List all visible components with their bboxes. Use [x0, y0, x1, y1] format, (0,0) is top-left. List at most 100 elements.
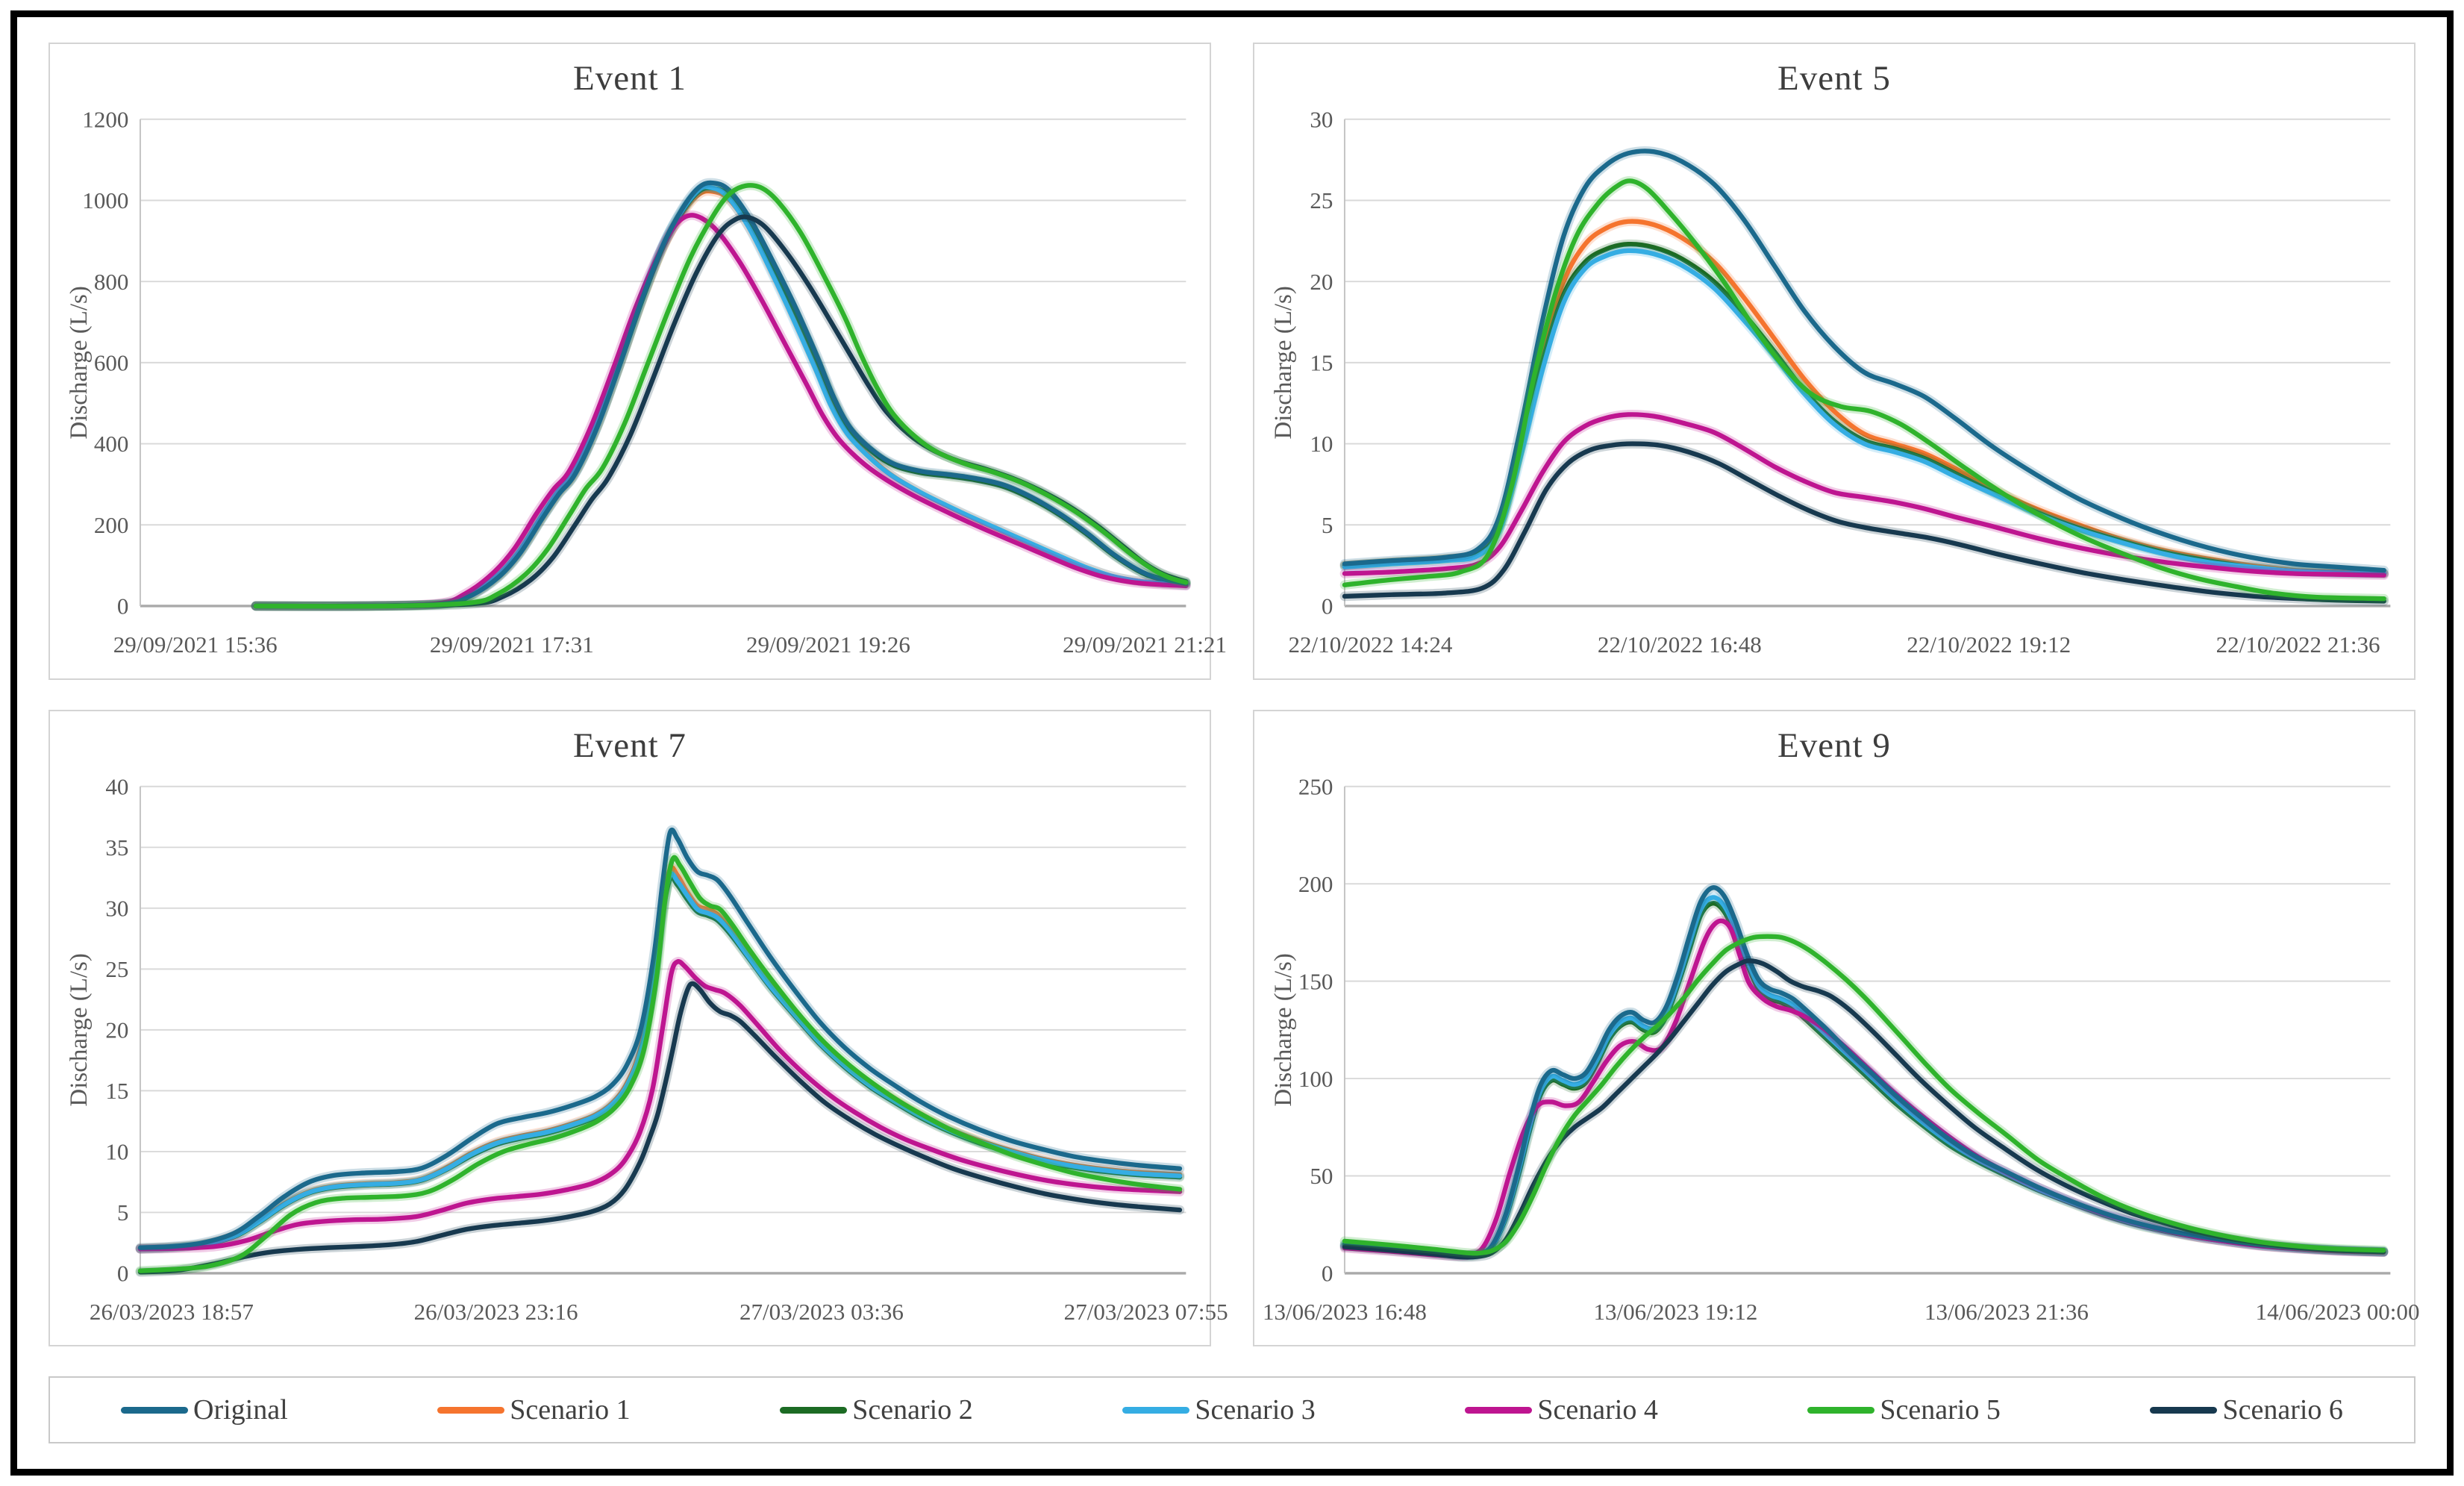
legend-swatch-icon [1122, 1406, 1190, 1414]
x-tick-label: 27/03/2023 03:36 [739, 1299, 904, 1325]
y-tick-label: 0 [117, 1260, 129, 1286]
y-axis-title: Discharge (L/s) [1270, 953, 1297, 1106]
y-tick-label: 800 [94, 269, 129, 295]
x-tick-label: 29/09/2021 19:26 [746, 631, 910, 658]
chart-panel-event-7: Event 7 0 5 10 15 20 25 30 35 40 26/03/2023 18:57 2… [49, 709, 1228, 1346]
chart-title: Event 1 [573, 59, 687, 98]
legend-label: Scenario 1 [510, 1394, 631, 1426]
legend-swatch-icon [1807, 1406, 1875, 1414]
x-tick-label: 22/10/2022 14:24 [1289, 631, 1453, 658]
y-tick-label: 40 [105, 773, 128, 799]
legend-label: Scenario 2 [852, 1394, 973, 1426]
chart-panel-event-1: Event 1 0 200 400 600 800 1000 1200 29/09/2021 1… [49, 43, 1227, 680]
series-glow-scenario-3 [251, 181, 1191, 611]
legend-swatch-icon [2150, 1406, 2218, 1414]
y-tick-label: 35 [105, 834, 128, 860]
x-tick-label: 13/06/2023 21:36 [1924, 1299, 2089, 1325]
chart-canvas: 0 50 100 150 200 250 13/06/2023 16:48 13/06/202… [1263, 773, 2420, 1325]
y-tick-label: 10 [105, 1138, 128, 1164]
legend-bar: Original Scenario 1 Scenario 2 Scenario 3 Sc… [49, 1376, 2415, 1443]
series-line-scenario-4 [137, 958, 1183, 1252]
series-line-original [1342, 149, 2386, 573]
legend-label: Scenario 6 [2222, 1394, 2343, 1426]
x-tick-label: 22/10/2022 19:12 [1907, 631, 2071, 658]
chart-canvas: 0 5 10 15 20 25 30 35 40 26/03/2023 18:57 26/03/20… [66, 773, 1228, 1325]
y-tick-label: 0 [1322, 593, 1333, 619]
legend-swatch-icon [121, 1406, 188, 1414]
y-tick-label: 20 [105, 1017, 128, 1043]
y-axis-title: Discharge (L/s) [66, 953, 93, 1106]
y-tick-label: 30 [105, 895, 128, 921]
series-line-original [1342, 884, 2386, 1257]
x-tick-label: 29/09/2021 15:36 [113, 631, 278, 658]
series-line-scenario-2 [253, 185, 1189, 609]
figure-frame: Event 1 0 200 400 600 800 1000 1200 29/09/2021 1… [10, 10, 2454, 1476]
series-glow-original [251, 178, 1191, 611]
series-line-scenario-4 [253, 213, 1189, 609]
series-line-scenario-6 [1342, 958, 2386, 1260]
y-tick-label: 400 [94, 431, 129, 457]
y-tick-label: 200 [1298, 870, 1333, 896]
y-tick-label: 25 [105, 956, 128, 982]
chart-canvas: 0 5 10 15 20 25 30 22/10/2022 14:24 22/10/2022 1… [1270, 106, 2391, 658]
x-tick-label: 26/03/2023 18:57 [90, 1299, 254, 1325]
legend-item-scenario-3: Scenario 3 [1122, 1393, 1316, 1426]
legend-item-scenario-5: Scenario 5 [1807, 1393, 2001, 1426]
legend-label: Original [193, 1394, 288, 1426]
y-axis-title: Discharge (L/s) [66, 286, 93, 439]
chart-panel-event-5: Event 5 0 5 10 15 20 25 30 22/10/2022 14:24 22/10… [1253, 43, 2415, 680]
series-line-scenario-4 [1342, 918, 2386, 1258]
series-glow-scenario-5 [251, 180, 1191, 611]
series-line-original [137, 827, 1183, 1250]
y-tick-label: 15 [1310, 350, 1333, 376]
series-glow-scenario-2 [251, 183, 1191, 611]
y-tick-label: 15 [105, 1078, 128, 1104]
x-tick-label: 13/06/2023 19:12 [1593, 1299, 1757, 1325]
y-tick-label: 0 [117, 593, 129, 619]
legend-label: Scenario 4 [1537, 1394, 1658, 1426]
series-line-scenario-1 [253, 188, 1189, 609]
series-glow-scenario-1 [251, 186, 1191, 611]
legend-swatch-icon [437, 1406, 505, 1414]
y-tick-label: 30 [1310, 106, 1333, 132]
legend-swatch-icon [780, 1406, 848, 1414]
y-tick-label: 200 [94, 512, 129, 538]
y-tick-label: 150 [1298, 968, 1333, 994]
x-tick-label: 13/06/2023 16:48 [1263, 1299, 1427, 1325]
y-tick-label: 25 [1310, 187, 1333, 213]
series-line-scenario-3 [253, 184, 1189, 609]
y-tick-label: 5 [117, 1199, 129, 1226]
series-line-scenario-5 [1342, 934, 2386, 1255]
series-line-scenario-5 [137, 855, 1183, 1273]
y-tick-label: 100 [1298, 1065, 1333, 1091]
legend-item-scenario-2: Scenario 2 [780, 1393, 973, 1426]
x-tick-label: 27/03/2023 07:55 [1064, 1299, 1228, 1325]
chart-title: Event 9 [1777, 725, 1891, 765]
x-tick-label: 29/09/2021 21:21 [1063, 631, 1227, 658]
legend-item-scenario-6: Scenario 6 [2150, 1393, 2343, 1426]
y-tick-label: 20 [1310, 269, 1333, 295]
series-glow-scenario-5 [1339, 176, 2389, 604]
legend-swatch-icon [1465, 1406, 1533, 1414]
series-line-scenario-4 [1342, 412, 2386, 578]
series-line-scenario-6 [137, 981, 1183, 1274]
legend-label: Scenario 5 [1880, 1394, 2001, 1426]
y-tick-label: 1000 [82, 187, 128, 213]
y-tick-label: 5 [1322, 512, 1333, 538]
chart-canvas: 0 200 400 600 800 1000 1200 29/09/2021 15:36 29/… [66, 106, 1227, 658]
x-tick-label: 26/03/2023 23:16 [414, 1299, 578, 1325]
y-tick-label: 10 [1310, 431, 1333, 457]
y-tick-label: 50 [1310, 1163, 1333, 1189]
series-line-scenario-6 [1342, 441, 2386, 604]
series-line-original [253, 180, 1189, 609]
chart-title: Event 7 [573, 725, 687, 765]
series-line-scenario-5 [1342, 178, 2386, 602]
chart-panel-event-9: Event 9 0 50 100 150 200 250 13/06/2023 16:48 13… [1253, 709, 2420, 1346]
legend-item-scenario-1: Scenario 1 [437, 1393, 631, 1426]
y-axis-title: Discharge (L/s) [1270, 286, 1297, 439]
series-line-scenario-5 [253, 183, 1189, 609]
y-tick-label: 0 [1322, 1260, 1333, 1286]
y-tick-label: 1200 [82, 106, 128, 132]
x-tick-label: 22/10/2022 21:36 [2216, 631, 2380, 658]
x-tick-label: 14/06/2023 00:00 [2256, 1299, 2420, 1325]
